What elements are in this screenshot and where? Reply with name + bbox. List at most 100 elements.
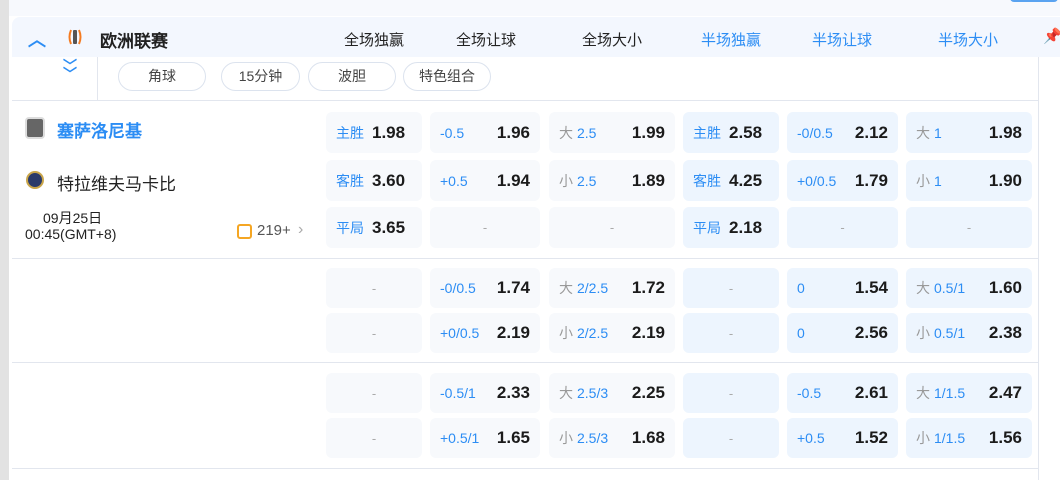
odds-cell[interactable]: 主胜 1.98	[326, 112, 422, 153]
odds-cell[interactable]: -0/0.5 1.74	[430, 268, 540, 308]
home-team-name[interactable]: 塞萨洛尼基	[57, 122, 142, 141]
odds-label: 2.5/3	[577, 385, 609, 401]
odds-value: 4.25	[729, 170, 763, 190]
odds-cell[interactable]: -	[326, 268, 422, 308]
empty-odds: -	[371, 385, 377, 401]
odds-cell[interactable]: 小 1/1.5 1.56	[906, 418, 1032, 458]
top-button[interactable]	[1010, 0, 1058, 2]
odds-cell[interactable]: -	[683, 373, 779, 413]
odds-cell[interactable]: 大 1 1.98	[906, 112, 1032, 153]
league-header	[12, 17, 1060, 57]
odds-cell[interactable]: 主胜 2.58	[683, 112, 779, 153]
chevron-right-icon[interactable]: ›	[298, 221, 304, 238]
odds-value: 2.33	[496, 383, 530, 402]
europa-league-logo-icon	[67, 27, 83, 47]
match-time: 00:45(GMT+8)	[25, 226, 117, 242]
odds-value: 1.54	[854, 278, 888, 297]
column-header: 半场让球	[811, 32, 872, 49]
odds-cell[interactable]: -0.5 2.61	[787, 373, 898, 413]
stats-icon[interactable]	[237, 224, 252, 239]
odds-cell[interactable]: -	[787, 207, 898, 248]
chevron-up-icon[interactable]: ︿	[28, 30, 46, 50]
odds-cell[interactable]: 客胜 4.25	[683, 160, 779, 201]
odds-label: 0	[797, 325, 805, 341]
odds-cell[interactable]: 大 2.5/3 2.25	[549, 373, 675, 413]
over-under-label: 大	[916, 124, 930, 141]
odds-cell[interactable]: 0 2.56	[787, 313, 898, 353]
odds-label: 2.5	[577, 172, 597, 189]
odds-value: 1.56	[988, 428, 1022, 447]
odds-value: 1.90	[988, 170, 1022, 190]
column-header: 半场大小	[937, 32, 998, 49]
odds-cell[interactable]: 小 2.5 1.89	[549, 160, 675, 201]
double-chevron-down-icon[interactable]: ﹀ ﹀	[63, 58, 77, 82]
odds-cell[interactable]: -0.5/1 2.33	[430, 373, 540, 413]
league-name: 欧洲联赛	[100, 32, 168, 51]
odds-cell[interactable]: +0.5/1 1.65	[430, 418, 540, 458]
odds-cell[interactable]: +0/0.5 1.79	[787, 160, 898, 201]
home-team-logo	[25, 117, 45, 139]
empty-odds: -	[609, 220, 615, 235]
odds-cell[interactable]: 大 0.5/1 1.60	[906, 268, 1032, 308]
odds-value: 2.12	[854, 122, 888, 142]
odds-cell[interactable]: -0/0.5 2.12	[787, 112, 898, 153]
odds-value: 1.72	[631, 278, 665, 297]
odds-cell[interactable]: 大 2.5 1.99	[549, 112, 675, 153]
odds-cell[interactable]: 0 1.54	[787, 268, 898, 308]
odds-cell[interactable]: 小 2/2.5 2.19	[549, 313, 675, 353]
divider	[12, 258, 1038, 259]
odds-cell[interactable]: -	[549, 207, 675, 248]
over-under-label: 小	[559, 172, 573, 189]
over-under-label: 小	[916, 430, 930, 446]
market-tab[interactable]: 角球	[118, 62, 206, 91]
odds-cell[interactable]: +0.5 1.94	[430, 160, 540, 201]
odds-cell[interactable]: 平局 3.65	[326, 207, 422, 248]
odds-cell[interactable]: 小 1 1.90	[906, 160, 1032, 201]
odds-cell[interactable]: -	[326, 313, 422, 353]
odds-cell[interactable]: -0.5 1.96	[430, 112, 540, 153]
odds-label: 2.5/3	[577, 430, 609, 446]
over-under-label: 大	[559, 385, 573, 401]
odds-cell[interactable]: 小 0.5/1 2.38	[906, 313, 1032, 353]
odds-cell[interactable]: +0/0.5 2.19	[430, 313, 540, 353]
sub-header	[12, 57, 1038, 101]
over-under-label: 大	[916, 385, 930, 401]
odds-cell[interactable]: -	[326, 418, 422, 458]
odds-label: +0/0.5	[797, 172, 837, 189]
market-tab[interactable]: 特色组合	[403, 62, 491, 91]
odds-cell[interactable]: 小 2.5/3 1.68	[549, 418, 675, 458]
odds-label: 2.5	[577, 124, 597, 141]
odds-label: 1	[934, 124, 942, 141]
odds-cell[interactable]: 客胜 3.60	[326, 160, 422, 201]
odds-cell[interactable]: -	[430, 207, 540, 248]
more-markets-count[interactable]: 219+	[257, 222, 291, 239]
divider	[12, 468, 1038, 469]
odds-cell[interactable]: -	[906, 207, 1032, 248]
market-tab[interactable]: 15分钟	[221, 62, 300, 91]
odds-label: +0.5/1	[440, 430, 480, 446]
match-date: 09月25日	[43, 210, 103, 226]
scrollbar[interactable]	[0, 0, 9, 480]
odds-value: 1.89	[631, 170, 665, 190]
market-tab[interactable]: 波胆	[308, 62, 396, 91]
empty-odds: -	[728, 385, 734, 401]
odds-value: 1.65	[496, 428, 530, 447]
pin-icon[interactable]: 📌	[1043, 28, 1060, 45]
odds-cell[interactable]: 平局 2.18	[683, 207, 779, 248]
odds-value: 1.99	[631, 122, 665, 142]
odds-label: -0/0.5	[797, 124, 833, 141]
odds-cell[interactable]: -	[326, 373, 422, 413]
odds-cell[interactable]: +0.5 1.52	[787, 418, 898, 458]
odds-value: 2.61	[854, 383, 888, 402]
odds-cell[interactable]: 大 1/1.5 2.47	[906, 373, 1032, 413]
odds-cell[interactable]: 大 2/2.5 1.72	[549, 268, 675, 308]
top-strip	[9, 0, 1060, 16]
odds-cell[interactable]: -	[683, 268, 779, 308]
odds-value: 2.18	[729, 217, 763, 237]
away-team-name[interactable]: 特拉维夫马卡比	[57, 175, 176, 194]
odds-label: 客胜	[336, 172, 364, 189]
odds-value: 1.52	[854, 428, 888, 447]
odds-cell[interactable]: -	[683, 313, 779, 353]
odds-cell[interactable]: -	[683, 418, 779, 458]
empty-odds: -	[371, 325, 377, 341]
